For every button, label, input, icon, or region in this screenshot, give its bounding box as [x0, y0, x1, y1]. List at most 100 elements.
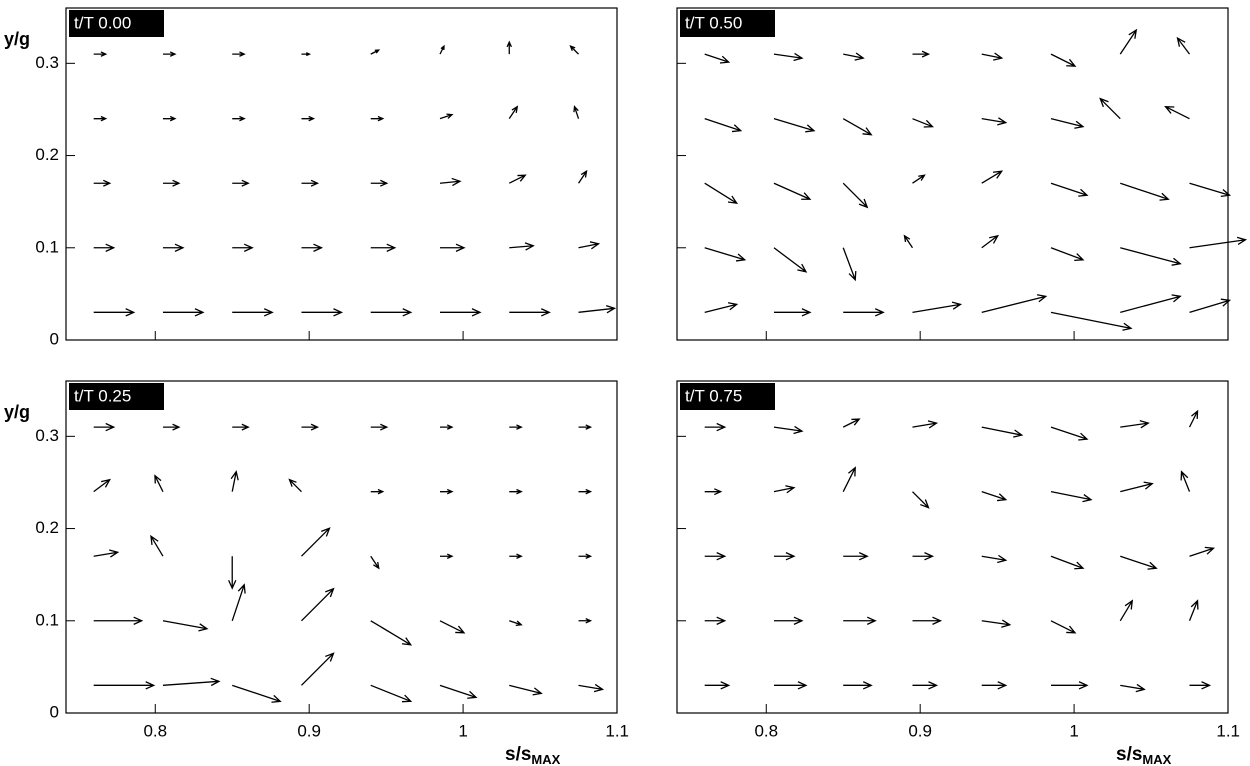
vector — [579, 425, 591, 429]
vector — [163, 244, 183, 251]
y-axis-label: y/g — [4, 402, 30, 422]
y-tick-label: 0.3 — [35, 53, 59, 72]
vector — [440, 425, 452, 429]
vector — [579, 554, 591, 558]
vector — [507, 42, 511, 54]
y-tick-label: 0.2 — [35, 518, 59, 537]
vector — [289, 480, 301, 492]
vector — [232, 180, 248, 186]
vector — [982, 53, 1002, 60]
vector — [982, 118, 1006, 125]
vector — [912, 553, 932, 560]
vector — [571, 46, 579, 54]
vector — [163, 117, 175, 121]
y-tick-label: 0.2 — [35, 145, 59, 164]
vector — [1051, 183, 1087, 196]
vector — [912, 421, 936, 428]
y-tick-label: 0 — [50, 329, 59, 348]
vector — [1051, 621, 1075, 633]
vector — [94, 244, 114, 251]
vector — [301, 653, 333, 685]
vector — [509, 175, 525, 183]
vector — [155, 476, 163, 492]
vector — [94, 309, 134, 316]
vector — [1120, 482, 1152, 492]
vector — [774, 617, 802, 624]
vector — [440, 685, 476, 698]
vector — [509, 107, 517, 119]
x-tick-label: 1.1 — [1216, 721, 1240, 740]
vector — [843, 119, 871, 135]
vector — [94, 550, 118, 557]
vector — [440, 621, 464, 633]
vector — [705, 183, 737, 203]
vector — [301, 117, 313, 121]
vector — [579, 242, 599, 249]
vector — [705, 54, 729, 63]
vector — [301, 180, 317, 186]
vector — [912, 51, 928, 57]
x-tick-label: 0.9 — [297, 721, 321, 740]
vector — [94, 480, 110, 492]
vector — [509, 309, 549, 316]
vector — [301, 528, 329, 556]
vector — [371, 490, 383, 494]
vector — [1181, 472, 1189, 492]
vector — [440, 554, 452, 558]
vector — [371, 244, 395, 251]
vector — [440, 178, 460, 185]
vector — [705, 553, 725, 560]
x-tick-label: 1.1 — [605, 721, 629, 740]
vector — [774, 309, 810, 316]
vector — [94, 682, 154, 689]
vector — [843, 682, 871, 689]
vector — [904, 236, 912, 248]
vector — [579, 306, 615, 313]
plot-frame — [66, 381, 617, 713]
vector — [1120, 30, 1136, 54]
y-tick-label: 0.1 — [35, 237, 59, 256]
vector — [912, 175, 924, 183]
vector — [1178, 38, 1190, 54]
panel-label: t/T 0.75 — [685, 386, 742, 405]
vector — [574, 107, 579, 119]
vector — [843, 419, 859, 427]
vector — [705, 682, 729, 689]
vector — [232, 117, 244, 121]
vector — [509, 243, 533, 250]
vector — [1120, 684, 1144, 691]
vector — [1051, 427, 1087, 440]
vector — [912, 682, 936, 689]
vector — [509, 685, 541, 695]
vector — [843, 248, 856, 280]
vector — [843, 183, 867, 207]
vector — [1051, 248, 1083, 261]
vector — [982, 555, 1006, 562]
vector — [774, 486, 794, 493]
x-tick-label: 0.8 — [754, 721, 778, 740]
vector — [301, 589, 333, 621]
vector — [705, 424, 725, 431]
vector — [1100, 99, 1120, 119]
vector — [843, 553, 867, 560]
vector — [301, 309, 341, 316]
x-tick-label: 0.8 — [143, 721, 167, 740]
figure: 00.10.20.3t/T 0.00y/gt/T 0.500.80.911.10… — [0, 0, 1250, 766]
vector — [705, 303, 737, 313]
vector — [1190, 547, 1214, 556]
vector — [229, 556, 236, 588]
vector — [440, 490, 452, 494]
vector — [1120, 183, 1168, 200]
vector — [705, 617, 725, 624]
y-axis-label: y/g — [4, 29, 30, 49]
vector — [509, 554, 521, 558]
vector — [774, 426, 802, 433]
vector — [1051, 492, 1091, 502]
x-tick-label: 1 — [1069, 721, 1078, 740]
panel-label: t/T 0.00 — [74, 13, 131, 32]
vector — [1120, 421, 1148, 428]
vector — [1120, 556, 1156, 569]
vector — [509, 490, 521, 494]
vector — [579, 619, 591, 623]
vector — [1190, 183, 1230, 196]
